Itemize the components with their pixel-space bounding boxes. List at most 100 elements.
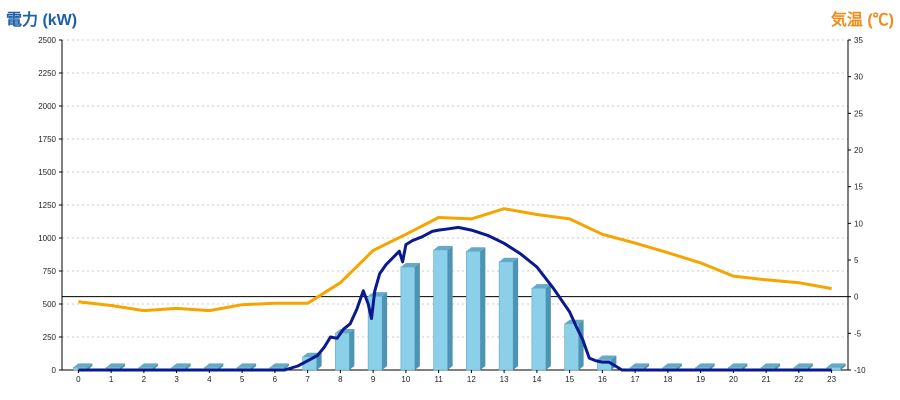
bar-top [466, 247, 486, 252]
bar-side [513, 257, 519, 370]
bar-top [728, 363, 748, 368]
left-tick-label: 250 [43, 333, 57, 342]
bar-side [709, 363, 715, 370]
right-tick-label: 25 [854, 109, 863, 118]
bar-front [564, 323, 579, 371]
x-tick-label: 6 [273, 375, 278, 384]
x-tick-label: 4 [207, 375, 212, 384]
bar [466, 247, 486, 371]
right-tick-label: 10 [854, 219, 863, 228]
bar-side [840, 363, 846, 370]
grid-layer [62, 39, 848, 338]
bar [335, 329, 355, 371]
right-tick-label: -10 [854, 366, 866, 375]
bar-side [185, 363, 191, 370]
x-tick-label: 9 [371, 375, 376, 384]
x-tick-label: 19 [696, 375, 705, 384]
x-tick-label: 21 [762, 375, 771, 384]
bar-side [775, 363, 781, 370]
x-tick-label: 5 [240, 375, 245, 384]
bar-side [742, 363, 748, 370]
bar-top [237, 363, 257, 368]
left-tick-label: 1750 [38, 135, 56, 144]
bar-side [545, 284, 551, 370]
right-tick-label: -5 [854, 329, 862, 338]
right-tick-label: 20 [854, 146, 863, 155]
bar [498, 257, 519, 371]
x-tick-label: 13 [500, 375, 509, 384]
bar-top [171, 363, 191, 368]
right-tick-label: 30 [854, 73, 863, 82]
left-tick-label: 500 [43, 300, 57, 309]
x-tick-label: 23 [827, 375, 836, 384]
bar-top [204, 363, 224, 368]
bar-side [382, 292, 388, 370]
bar-side [414, 263, 420, 370]
bar [367, 292, 388, 371]
x-tick-label: 8 [338, 375, 343, 384]
bar-side [87, 363, 93, 370]
bar-top [400, 263, 420, 268]
bar-top [630, 363, 650, 368]
bar-top [597, 355, 617, 360]
x-tick-label: 15 [565, 375, 574, 384]
bar-side [807, 363, 813, 370]
left-tick-label: 0 [52, 366, 57, 375]
x-tick-label: 17 [631, 375, 640, 384]
bar-top [433, 245, 453, 250]
temperature-series-line [78, 207, 832, 313]
bar-side [578, 319, 584, 370]
bar-front [400, 266, 416, 371]
bar-side [447, 245, 453, 370]
x-tick-label: 12 [467, 375, 476, 384]
x-tick-label: 1 [109, 375, 114, 384]
bar-side [480, 247, 486, 370]
right-tick-label: 15 [854, 183, 863, 192]
bar-top [73, 363, 93, 368]
x-tick-label: 16 [598, 375, 607, 384]
bar-top [826, 363, 846, 368]
x-tick-label: 22 [794, 375, 803, 384]
power-series-line [78, 225, 832, 372]
left-tick-label: 2000 [38, 102, 56, 111]
bar-top [499, 257, 519, 262]
bar-top [662, 363, 682, 368]
x-tick-label: 18 [663, 375, 672, 384]
left-tick-label: 2250 [38, 69, 56, 78]
bar-front [531, 287, 547, 371]
bar [400, 263, 420, 371]
bar-front [498, 261, 514, 371]
x-tick-label: 20 [729, 375, 738, 384]
bar-top [531, 284, 551, 289]
bar-front [466, 250, 481, 371]
bar-top [106, 363, 126, 368]
bar-side [644, 363, 650, 370]
right-tick-label: 35 [854, 36, 863, 45]
x-tick-label: 3 [174, 375, 179, 384]
x-tick-label: 11 [434, 375, 443, 384]
left-tick-label: 1500 [38, 168, 56, 177]
bar-side [218, 363, 224, 370]
x-tick-label: 2 [142, 375, 147, 384]
left-tick-label: 2500 [38, 36, 56, 45]
bar [433, 245, 453, 371]
bar-top [269, 363, 289, 368]
bar-side [349, 329, 355, 370]
bar [531, 284, 551, 371]
right-axis-title: 気温 (℃) [830, 12, 894, 29]
bar-side [316, 352, 322, 370]
right-tick-label: 5 [854, 256, 859, 265]
x-tick-label: 14 [532, 375, 541, 384]
line-layer [78, 207, 832, 372]
bar [564, 319, 584, 371]
x-tick-label: 10 [401, 375, 410, 384]
x-tick-label: 7 [305, 375, 310, 384]
bar-side [251, 363, 257, 370]
bar-side [120, 363, 126, 370]
x-tick-label: 0 [76, 375, 81, 384]
left-axis-title: 電力 (kW) [6, 12, 78, 29]
left-tick-label: 1250 [38, 201, 56, 210]
bar-top [761, 363, 781, 368]
bar-front [433, 249, 448, 371]
